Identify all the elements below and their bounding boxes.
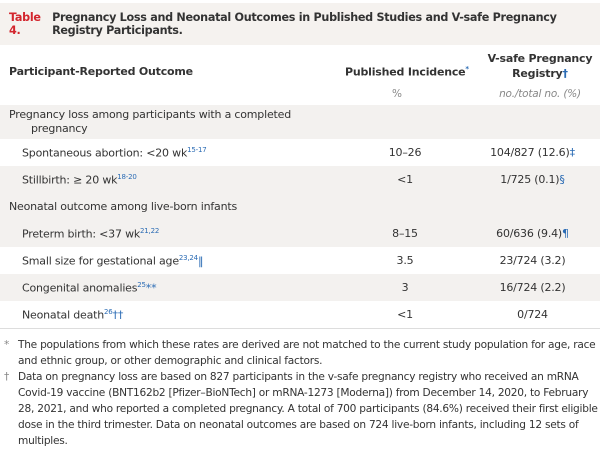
outcome-label: Spontaneous abortion: <20 wk — [22, 146, 188, 160]
table-row: Neonatal death26†† <1 0/724 — [0, 301, 600, 329]
reference-link[interactable]: 26 — [104, 307, 113, 316]
header-registry-line2: Registry — [512, 67, 563, 80]
registry-value: 1/725 (0.1) — [500, 173, 560, 186]
footnote-text: The populations from which these rates a… — [18, 339, 596, 367]
reference-link[interactable]: 25 — [137, 280, 146, 289]
table-title: Table 4. Pregnancy Loss and Neonatal Out… — [0, 3, 600, 45]
reference-link[interactable]: 18-20 — [117, 172, 137, 181]
header-registry: V-safe Pregnancy Registry† — [480, 51, 600, 81]
published-incidence: 10–26 — [388, 146, 422, 159]
published-incidence: <1 — [397, 173, 413, 186]
footnote-mark: * — [4, 339, 10, 351]
outcome-cell: Spontaneous abortion: <20 wk15-17 — [0, 146, 345, 160]
footnote: † Data on pregnancy loss are based on 827… — [0, 369, 600, 449]
footnote-text: Data on pregnancy loss are based on 827 … — [18, 371, 598, 447]
footnote-ref[interactable]: †† — [112, 308, 124, 322]
outcome-label: Small size for gestational age — [22, 254, 179, 268]
registry-cell: 16/724 (2.2) — [465, 281, 600, 294]
table-number: Table 4. — [9, 11, 41, 37]
outcome-cell: Small size for gestational age23,24‖ — [0, 254, 345, 268]
registry-value: 60/636 (9.4) — [496, 227, 563, 240]
table-row: Small size for gestational age23,24‖ 3.5 2… — [0, 247, 600, 274]
footnotes: * The populations from which these rates … — [0, 337, 600, 449]
table-header: Participant-Reported Outcome Published I… — [0, 45, 600, 105]
outcome-cell: Neonatal death26†† — [0, 308, 345, 322]
group-label: Neonatal outcome among live-born infants — [9, 200, 237, 213]
table-title-text: Pregnancy Loss and Neonatal Outcomes in … — [52, 11, 557, 37]
table-row: Preterm birth: <37 wk21,22 8–15 60/636 (9.… — [0, 220, 600, 247]
outcome-label: Congenital anomalies — [22, 281, 138, 295]
outcome-label: Neonatal death — [22, 308, 105, 322]
footnote-ref[interactable]: ¶ — [562, 227, 569, 240]
outcome-label: Preterm birth: <37 wk — [22, 227, 141, 241]
registry-cell: 104/827 (12.6)‡ — [465, 146, 600, 159]
header-outcome: Participant-Reported Outcome — [9, 65, 193, 78]
unit-published: % — [392, 88, 402, 100]
group-row: Neonatal outcome among live-born infants — [0, 193, 600, 220]
footnote: * The populations from which these rates … — [0, 337, 600, 369]
reference-link[interactable]: 15-17 — [187, 145, 207, 154]
published-incidence: 8–15 — [392, 227, 418, 240]
footnote-ref[interactable]: ‖ — [197, 254, 204, 268]
reference-link[interactable]: 21,22 — [140, 226, 160, 235]
header-published-label: Published Incidence — [345, 65, 466, 79]
registry-cell: 0/724 — [465, 308, 600, 321]
published-incidence: 3.5 — [396, 254, 414, 267]
unit-registry: no./total no. (%) — [499, 88, 581, 100]
footnote-ref[interactable]: § — [559, 173, 565, 186]
registry-value: 16/724 (2.2) — [499, 281, 566, 294]
footnote-ref[interactable]: ‡ — [569, 146, 576, 159]
header-registry-line1: V-safe Pregnancy — [487, 52, 593, 65]
group-row: Pregnancy loss among participants with a… — [0, 105, 600, 139]
header-published: Published Incidence* — [345, 65, 469, 79]
registry-cell: 23/724 (3.2) — [465, 254, 600, 267]
outcome-cell: Stillbirth: ≥ 20 wk18-20 — [0, 173, 345, 187]
registry-cell: 60/636 (9.4)¶ — [465, 227, 600, 240]
group-label: Pregnancy loss among participants with a… — [9, 108, 291, 121]
published-incidence: 3 — [401, 281, 409, 294]
registry-value: 104/827 (12.6) — [490, 146, 570, 159]
registry-cell: 1/725 (0.1)§ — [465, 173, 600, 186]
published-incidence: <1 — [397, 308, 413, 321]
registry-value: 23/724 (3.2) — [499, 254, 566, 267]
table-row: Spontaneous abortion: <20 wk15-17 10–26 10… — [0, 139, 600, 166]
registry-value: 0/724 — [517, 308, 548, 321]
outcome-cell: Preterm birth: <37 wk21,22 — [0, 227, 345, 241]
footnote-mark: † — [4, 371, 10, 383]
table-row: Congenital anomalies25** 3 16/724 (2.2) — [0, 274, 600, 301]
outcome-label: Stillbirth: ≥ 20 wk — [22, 173, 118, 187]
reference-link[interactable]: 23,24 — [178, 253, 198, 262]
footnote-ref[interactable]: † — [562, 67, 569, 80]
group-label-cont: pregnancy — [31, 122, 88, 135]
outcome-cell: Congenital anomalies25** — [0, 281, 345, 295]
table-row: Stillbirth: ≥ 20 wk18-20 <1 1/725 (0.1)§ — [0, 166, 600, 193]
footnote-ref[interactable]: * — [465, 65, 469, 73]
footnote-ref[interactable]: ** — [145, 281, 157, 295]
